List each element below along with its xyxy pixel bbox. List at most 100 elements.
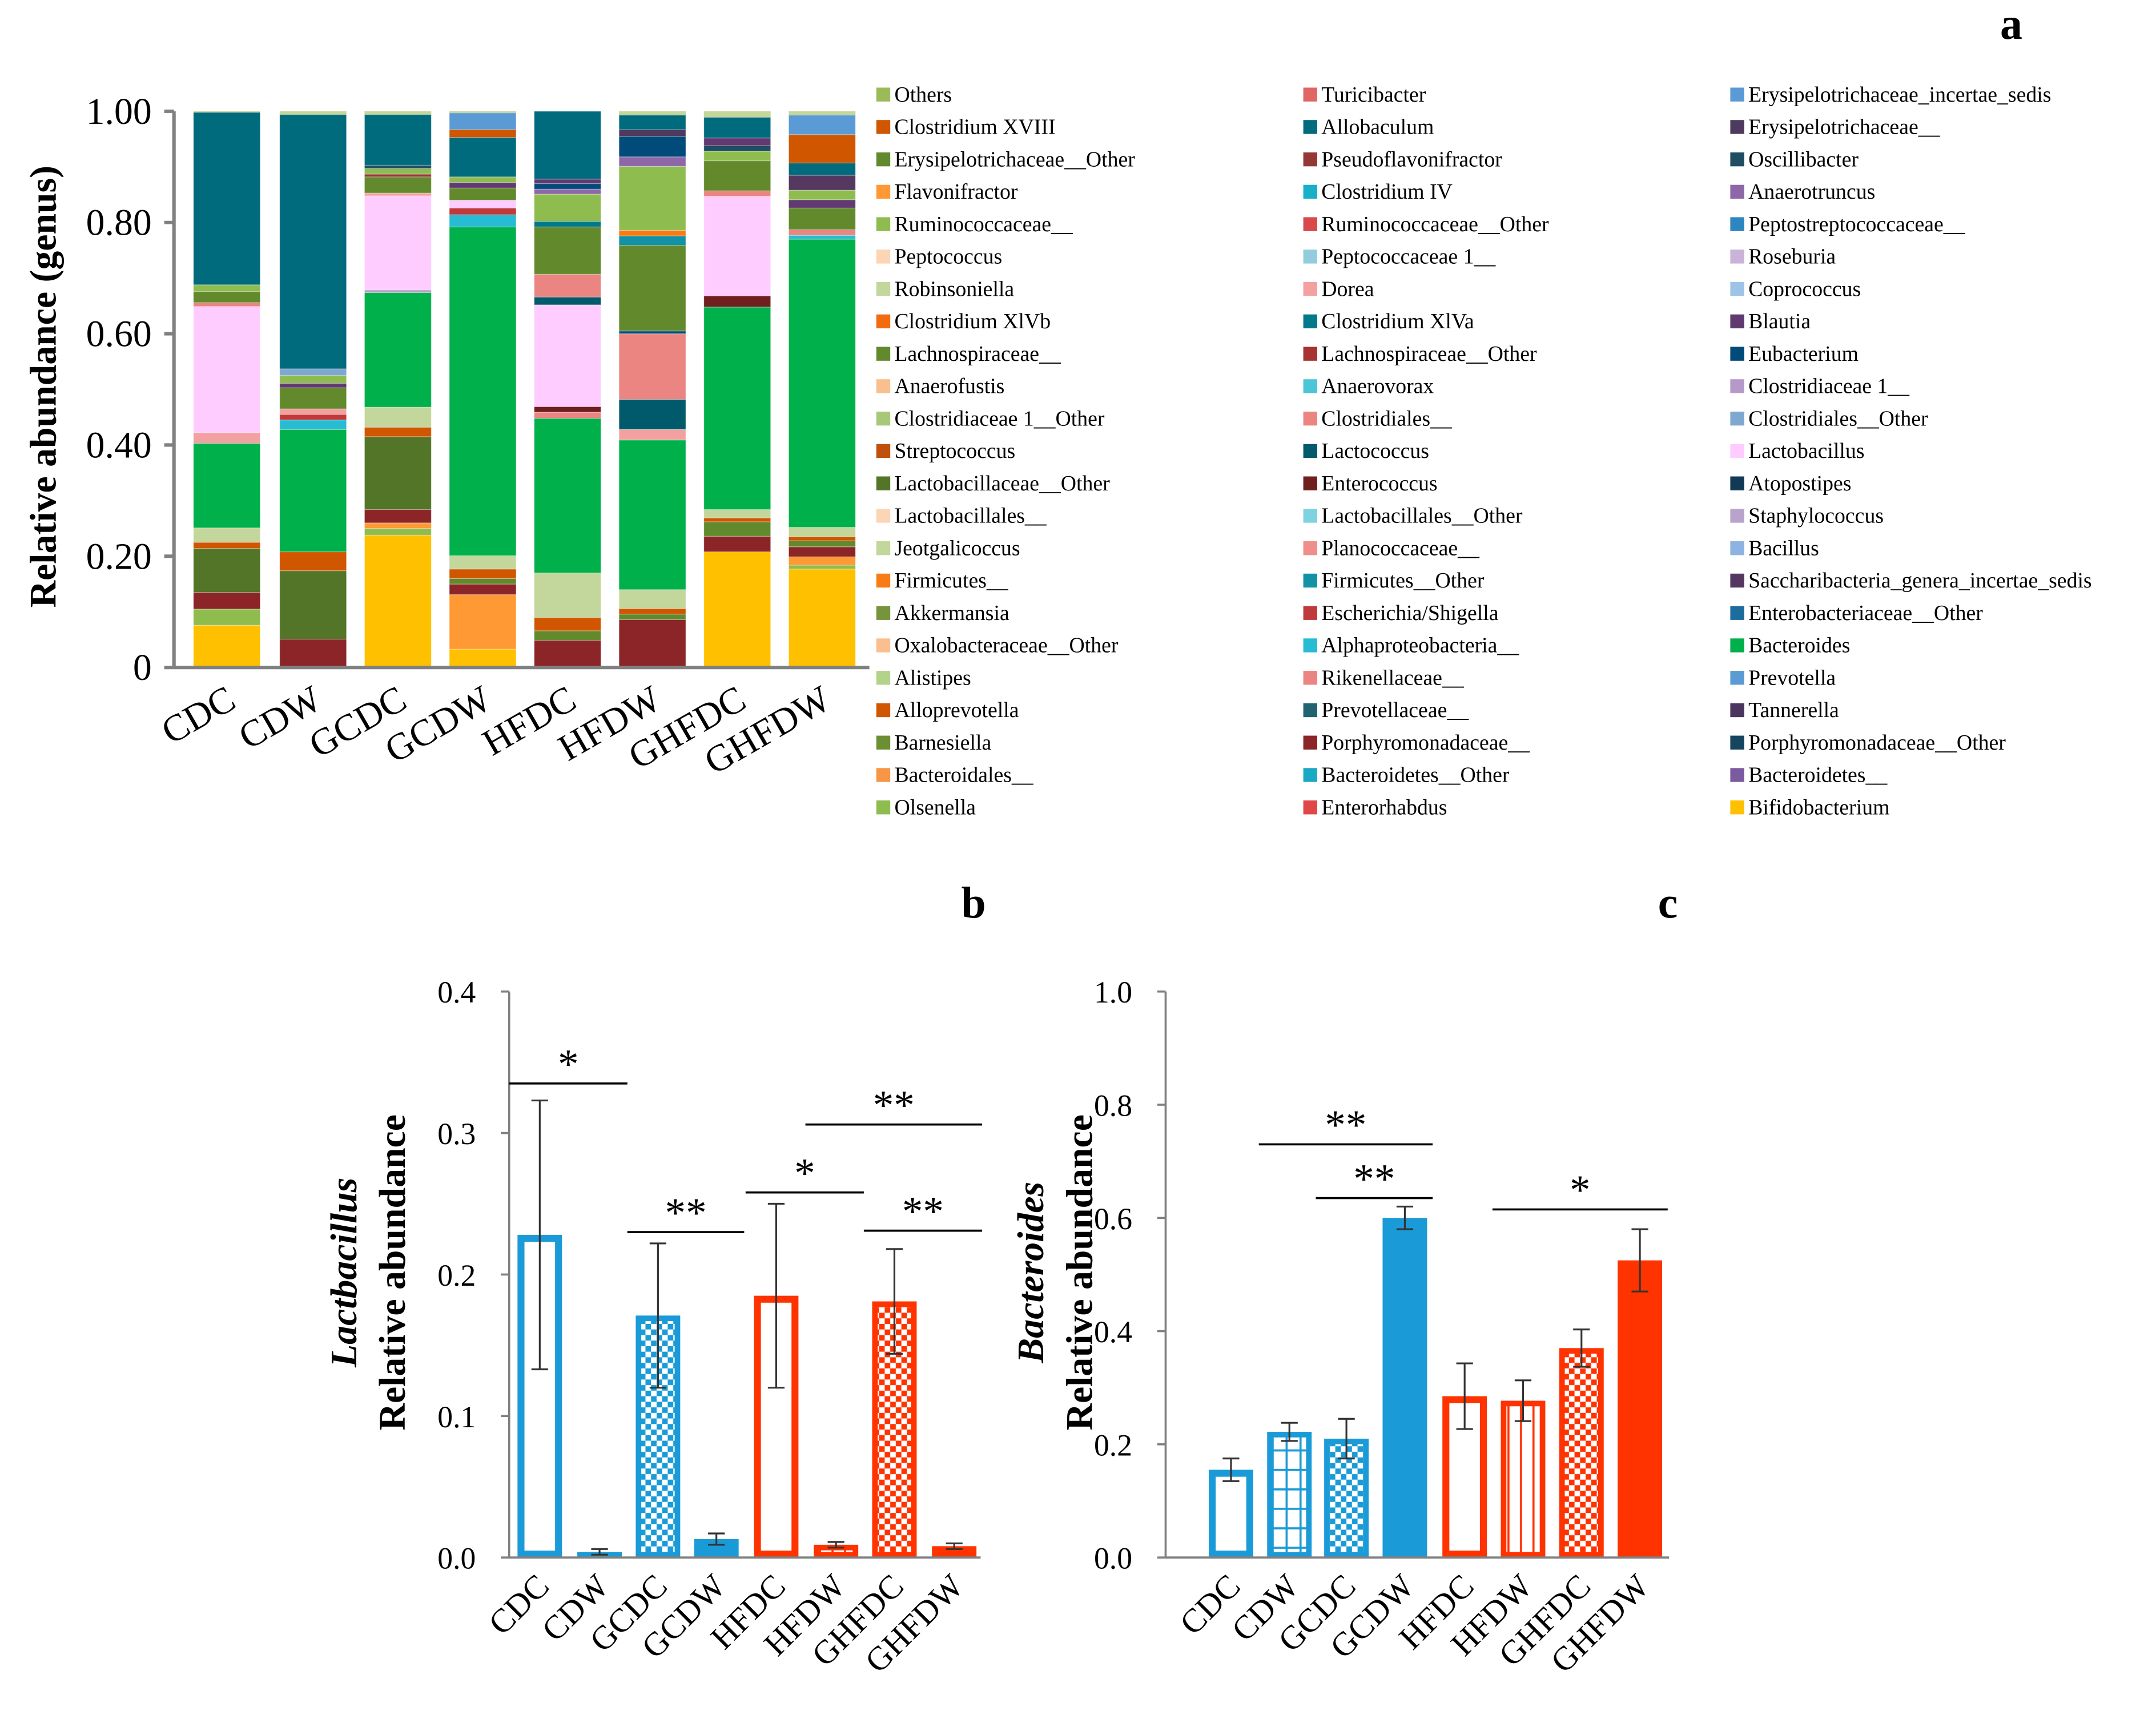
panel-label-a: a [2000,0,2022,49]
legend-label: Clostridiales__ [1321,406,1453,430]
bar-segment-lachnospiraceae- [788,207,856,231]
bar-segment-lachnospiraceae- [364,176,432,194]
bar-segment-bifidobacterium [703,551,771,668]
legend-label: Enterococcus [1321,472,1437,496]
legend-swatch [876,735,891,750]
legend-label: Firmicutes__Other [1321,569,1485,593]
legend-label: Roseburia [1748,245,1836,269]
y-tick-label: 1.00 [86,91,152,132]
bar-segment-robinsoniella [788,527,856,537]
legend-label: Peptococcaceae 1__ [1321,245,1496,269]
legend-swatch [1303,606,1317,620]
stacked-bar-GCDW [449,111,517,668]
bar-CDW [1267,1432,1312,1558]
legend-swatch [1730,444,1744,458]
panel-a-legend: Others Clostridium XVIII Erysipelotrichace… [876,83,2092,819]
bar-segment-prevotella [449,112,517,130]
legend-item: Flavonifractor [876,180,1018,204]
bar-segment-eubacterium [618,331,686,335]
bar-segment-alloprevotella [703,517,771,522]
bar-GCDW [1382,1218,1427,1558]
legend-swatch [1303,671,1317,685]
legend-label: Enterorhabdus [1321,795,1447,819]
legend-label: Anaerovorax [1321,375,1434,398]
legend-label: Allobaculum [1321,115,1434,139]
legend-item: Anaerovorax [1303,375,1434,398]
bar-segment-others [789,111,856,115]
legend-label: Clostridium IV [1321,180,1453,204]
legend-label: Escherichia/Shigella [1321,601,1499,625]
bar-segment-bacteroides [533,418,602,574]
y-tick-label: 0.6 [1094,1202,1132,1236]
legend-item: Olsenella [876,795,976,819]
legend-swatch [1303,444,1317,458]
legend-label: Oscillibacter [1748,147,1859,171]
y-tick-label: 0.2 [1094,1428,1132,1462]
legend-label: Ruminococcaceae__Other [1321,212,1549,236]
bar-segment-clostridiales-other [279,368,347,376]
bar-segment-porphyromonadaceae- [533,639,602,668]
legend-label: Clostridium XlVb [894,309,1051,333]
legend-swatch [1303,703,1317,718]
stacked-bar-CDW [279,111,347,668]
bar-segment-firmicutes- [618,230,686,236]
legend-item: Clostridiales__Other [1730,406,1928,430]
legend-swatch [1730,671,1744,685]
bar-segment-lactobacillaceae-other [364,436,432,510]
panel-b-lactobacillus-chart: CDCCDWGCDCGCDWHFDCHFDWGHFDCGHFDW0.00.10.… [323,975,982,1680]
y-tick-label: 0.4 [437,975,476,1009]
legend-swatch [1303,412,1317,426]
bar-segment-porphyromonadaceae- [193,592,261,610]
bar-segment-bacteroides [193,442,261,529]
stacked-bar-GHFDC [703,111,771,668]
legend-item: Porphyromonadaceae__ [1303,731,1530,755]
legend-item: Firmicutes__Other [1303,569,1485,593]
legend-item: Streptococcus [876,439,1015,463]
bar-segment-allobaculum [279,114,347,369]
legend-swatch [1730,476,1744,490]
legend-swatch [876,768,891,782]
stacked-bar-GCDC [364,111,432,668]
legend-label: Alphaproteobacteria__ [1321,634,1519,658]
legend-label: Lactobacillales__Other [1321,504,1523,528]
x-tick-label: CDC [155,678,243,752]
legend-label: Alistipes [894,666,971,690]
legend-label: Tannerella [1748,698,1839,722]
legend-swatch [876,87,891,102]
legend-swatch [876,152,891,167]
legend-item: Erysipelotrichaceae__ [1730,115,1941,139]
legend-swatch [1303,573,1317,588]
bar-segment-lactobacillus [703,196,771,296]
bar-segment-oscillibacter [364,164,432,169]
legend-item: Lactococcus [1303,439,1429,463]
legend-item: Clostridiaceae 1__Other [876,406,1105,430]
legend-item: Erysipelotrichaceae__Other [876,147,1135,171]
legend-swatch [1730,281,1744,296]
y-axis-label-taxon: Lactbacillus [323,1178,365,1368]
bar-segment-allobaculum [449,137,517,178]
legend-swatch [1730,249,1744,264]
bar-segment-alloprevotella [449,569,517,579]
legend-label: Enterobacteriaceae__Other [1748,601,1983,625]
legend-label: Firmicutes__ [894,569,1008,593]
legend-swatch [1730,703,1744,718]
bar-segment-porphyromonadaceae- [703,536,771,553]
bar-segment-lachnospiraceae- [618,614,686,621]
bar-segment-alloprevotella [279,551,347,571]
legend-swatch [876,217,891,231]
legend-swatch [1303,249,1317,264]
legend-swatch [1730,768,1744,782]
legend-label: Coprococcus [1748,277,1861,301]
stacked-bar-HFDC [533,111,602,668]
legend-swatch [876,671,891,685]
legend-swatch [1303,347,1317,361]
legend-item: Coprococcus [1730,277,1861,301]
significance-marker: * [794,1150,815,1196]
bar-GHFDW [1618,1260,1663,1558]
bar-segment-alloprevotella [788,536,856,541]
bar-segment-ruminococcaceae- [788,190,856,200]
legend-swatch [876,541,891,555]
y-tick-label: 0.40 [86,424,152,466]
legend-label: Rikenellaceae__ [1321,666,1465,690]
bar-segment-bacteroides [449,226,517,556]
